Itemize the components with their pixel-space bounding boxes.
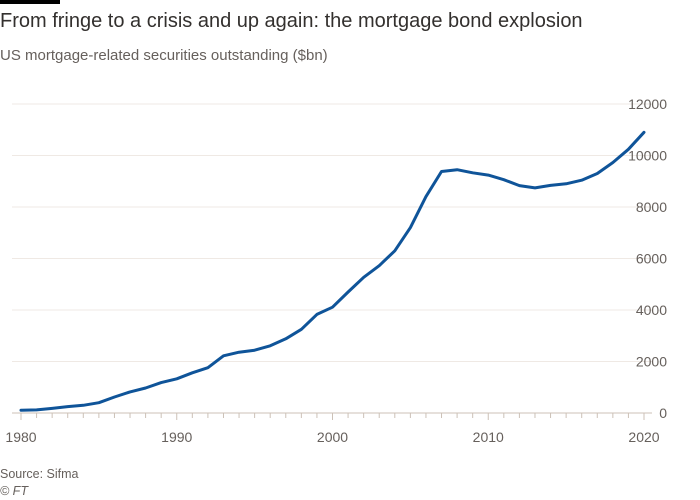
x-tick-label: 1980 <box>5 429 36 445</box>
y-tick-label: 2000 <box>636 354 667 370</box>
y-tick-label: 10000 <box>628 148 667 164</box>
series-line <box>19 130 646 412</box>
y-tick-label: 12000 <box>628 96 667 112</box>
source-note: Source: Sifma <box>0 467 79 481</box>
y-tick-label: 4000 <box>636 302 667 318</box>
ft-brand-bar <box>0 0 60 4</box>
x-tick-label: 2010 <box>473 429 504 445</box>
x-tick-label: 2020 <box>628 429 659 445</box>
chart-title: From fringe to a crisis and up again: th… <box>0 10 583 32</box>
y-tick-label: 8000 <box>636 199 667 215</box>
x-tick-label: 1990 <box>161 429 192 445</box>
chart-subtitle: US mortgage-related securities outstandi… <box>0 47 328 64</box>
copyright: © FT <box>0 484 28 498</box>
y-tick-label: 0 <box>659 405 667 421</box>
y-tick-label: 6000 <box>636 251 667 267</box>
x-tick-label: 2000 <box>317 429 348 445</box>
